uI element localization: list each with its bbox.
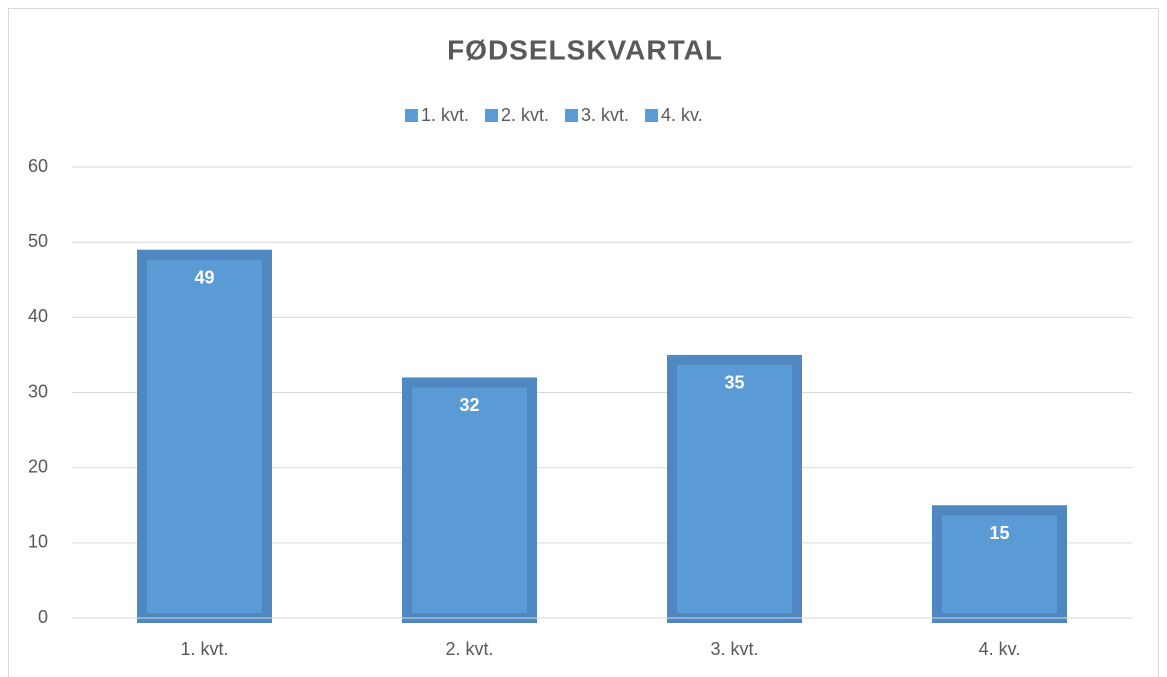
y-tick-label: 20 <box>28 456 48 476</box>
chart-title: FØDSELSKVARTAL <box>447 34 723 65</box>
data-label: 32 <box>459 395 479 415</box>
y-tick-label: 40 <box>28 306 48 326</box>
x-tick-label: 1. kvt. <box>180 639 228 659</box>
legend-label: 4. kv. <box>661 105 703 125</box>
bar <box>137 249 272 624</box>
legend-swatch <box>485 109 499 122</box>
x-tick-label: 4. kv. <box>979 639 1021 659</box>
y-tick-label: 50 <box>28 231 48 251</box>
bar <box>932 505 1067 623</box>
bar <box>402 377 537 624</box>
legend-label: 3. kvt. <box>581 105 629 125</box>
y-tick-label: 10 <box>28 532 48 552</box>
legend-swatch <box>645 109 659 122</box>
y-tick-label: 30 <box>28 381 48 401</box>
y-tick-label: 60 <box>28 156 48 176</box>
legend-swatch <box>405 109 418 122</box>
bar <box>667 354 802 623</box>
y-tick-label: 0 <box>38 607 48 627</box>
data-label: 15 <box>989 523 1009 543</box>
x-tick-label: 3. kvt. <box>710 639 758 659</box>
legend-swatch <box>565 109 579 122</box>
legend-label: 2. kvt. <box>501 105 549 125</box>
data-label: 49 <box>194 267 214 287</box>
legend-label: 1. kvt. <box>421 105 469 125</box>
data-label: 35 <box>724 373 744 393</box>
x-tick-label: 2. kvt. <box>445 639 493 659</box>
